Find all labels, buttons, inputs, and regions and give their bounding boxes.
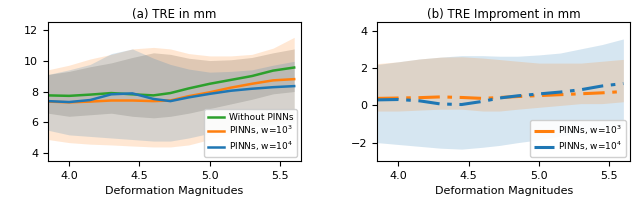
PINNs, w=10$^3$ (44, 100, 52, 103)
Line: PINNs, w=10$^3$: PINNs, w=10$^3$ (377, 92, 623, 98)
X-axis label: Deformation Magnitudes: Deformation Magnitudes (435, 187, 573, 197)
PINNs, w=10$^3$ (65, 101, 73, 104)
PINNs, w=10$^4$ (185, 96, 193, 99)
PINNs, w=10$^3$ (129, 99, 136, 102)
Without PINNs (206, 83, 214, 85)
PINNs, w=10$^4$ (129, 92, 136, 95)
PINNs, w=10$^3$ (269, 79, 277, 82)
PINNs, w=10$^4$ (86, 99, 94, 101)
PINNs, w=10$^4$ (535, 93, 543, 95)
Legend: PINNs, w=10$^3$, PINNs, w=10$^4$: PINNs, w=10$^3$, PINNs, w=10$^4$ (531, 120, 626, 157)
PINNs, w=10$^3$ (394, 97, 402, 99)
Without PINNs (185, 87, 193, 90)
PINNs, w=10$^3$ (598, 92, 606, 94)
PINNs, w=10$^3$ (166, 99, 174, 102)
PINNs, w=10$^4$ (496, 97, 504, 99)
Without PINNs (248, 75, 256, 77)
Title: (a) TRE in mm: (a) TRE in mm (132, 8, 217, 21)
Without PINNs (269, 69, 277, 72)
PINNs, w=10$^3$ (436, 96, 444, 98)
Legend: Without PINNs, PINNs, w=10$^3$, PINNs, w=10$^4$: Without PINNs, PINNs, w=10$^3$, PINNs, w… (204, 109, 297, 157)
PINNs, w=10$^4$ (598, 85, 606, 87)
Without PINNs (108, 92, 115, 94)
PINNs, w=10$^4$ (44, 100, 52, 102)
Title: (b) TRE Improment in mm: (b) TRE Improment in mm (427, 8, 580, 21)
Without PINNs (150, 94, 157, 97)
PINNs, w=10$^4$ (248, 88, 256, 90)
PINNs, w=10$^3$ (227, 86, 235, 89)
PINNs, w=10$^3$ (108, 99, 115, 102)
PINNs, w=10$^3$ (291, 78, 298, 80)
Line: PINNs, w=10$^4$: PINNs, w=10$^4$ (377, 84, 623, 105)
PINNs, w=10$^4$ (206, 93, 214, 95)
Without PINNs (44, 94, 52, 97)
PINNs, w=10$^3$ (577, 93, 585, 95)
Without PINNs (291, 66, 298, 69)
PINNs, w=10$^3$ (535, 94, 543, 97)
PINNs, w=10$^3$ (373, 97, 381, 100)
PINNs, w=10$^3$ (248, 83, 256, 85)
PINNs, w=10$^4$ (166, 100, 174, 102)
PINNs, w=10$^3$ (458, 96, 465, 99)
PINNs, w=10$^4$ (269, 86, 277, 88)
PINNs, w=10$^3$ (479, 97, 486, 100)
PINNs, w=10$^3$ (415, 96, 423, 99)
Line: Without PINNs: Without PINNs (48, 68, 294, 96)
PINNs, w=10$^4$ (227, 89, 235, 92)
Without PINNs (227, 79, 235, 81)
PINNs, w=10$^3$ (556, 93, 564, 96)
PINNs, w=10$^4$ (291, 85, 298, 87)
PINNs, w=10$^3$ (185, 95, 193, 97)
PINNs, w=10$^4$ (108, 93, 115, 95)
Without PINNs (65, 95, 73, 97)
PINNs, w=10$^4$ (514, 95, 522, 97)
Line: PINNs, w=10$^3$: PINNs, w=10$^3$ (48, 79, 294, 102)
PINNs, w=10$^3$ (150, 100, 157, 102)
PINNs, w=10$^3$ (496, 96, 504, 99)
PINNs, w=10$^4$ (436, 103, 444, 105)
PINNs, w=10$^3$ (86, 100, 94, 103)
Without PINNs (166, 92, 174, 94)
PINNs, w=10$^4$ (556, 91, 564, 93)
X-axis label: Deformation Magnitudes: Deformation Magnitudes (106, 187, 244, 197)
PINNs, w=10$^4$ (65, 101, 73, 103)
PINNs, w=10$^4$ (577, 88, 585, 91)
PINNs, w=10$^4$ (620, 82, 627, 85)
PINNs, w=10$^4$ (373, 99, 381, 101)
PINNs, w=10$^3$ (620, 90, 627, 93)
Without PINNs (86, 93, 94, 96)
PINNs, w=10$^3$ (206, 91, 214, 94)
PINNs, w=10$^4$ (458, 103, 465, 106)
Line: PINNs, w=10$^4$: PINNs, w=10$^4$ (48, 86, 294, 102)
PINNs, w=10$^3$ (514, 95, 522, 98)
PINNs, w=10$^4$ (394, 98, 402, 101)
Without PINNs (129, 93, 136, 95)
PINNs, w=10$^4$ (479, 100, 486, 103)
PINNs, w=10$^4$ (415, 100, 423, 102)
PINNs, w=10$^4$ (150, 98, 157, 100)
